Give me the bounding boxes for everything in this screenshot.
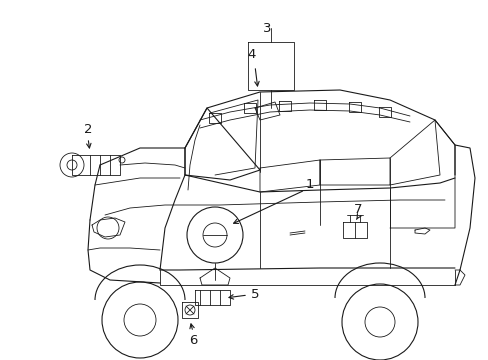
Text: 2: 2 xyxy=(83,123,92,136)
Text: 3: 3 xyxy=(262,22,271,35)
Text: 5: 5 xyxy=(250,288,259,301)
Text: 7: 7 xyxy=(353,203,362,216)
Text: 4: 4 xyxy=(247,48,256,60)
Text: 1: 1 xyxy=(305,179,314,192)
Text: 6: 6 xyxy=(188,333,197,346)
